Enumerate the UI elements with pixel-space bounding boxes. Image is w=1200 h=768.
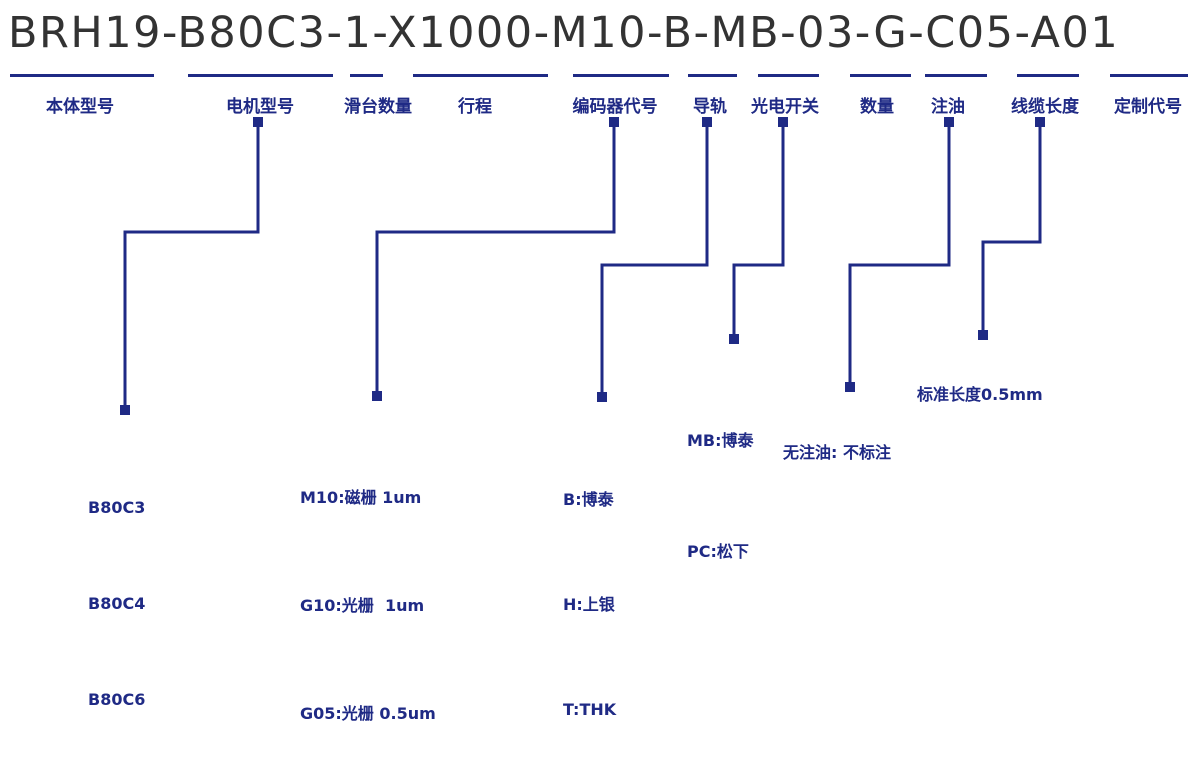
option-text: 标准长度0.5mm [917,385,1043,404]
option-text: H:上银 [563,595,615,614]
encoder-options: M10:磁栅 1um G10:光栅 1um G05:光栅 0.5um [300,408,436,768]
option-text: PC:松下 [687,542,749,561]
option-text: B80C6 [88,690,146,709]
cable-options: 标准长度0.5mm [917,345,1043,425]
option-text: T:THK [563,700,617,719]
connector-end-square [845,382,855,392]
connector-end-square [253,117,263,127]
field-underline [925,74,987,77]
model-code-title: BRH19-B80C3-1-X1000-M10-B-MB-03-G-C05-A0… [8,8,1120,58]
field-label: 数量 [860,97,894,117]
connector-end-square [597,392,607,402]
photo-switch-options: MB:博泰 PC:松下 [687,348,754,607]
field-underline [413,74,548,77]
field-label: 滑台数量 [344,97,412,117]
field-underline [1017,74,1079,77]
field-label: 本体型号 [46,97,114,117]
field-label: 线缆长度 [1011,97,1079,117]
field-underline [688,74,737,77]
field-label: 电机型号 [226,97,294,117]
option-text: 无注油: 不标注 [783,443,891,462]
field-underline [850,74,911,77]
connector-end-square [978,330,988,340]
connector-end-square [120,405,130,415]
connector-line [123,122,260,410]
connector-end-square [729,334,739,344]
connector-end-square [702,117,712,127]
field-label: 行程 [458,97,492,117]
connector-end-square [372,391,382,401]
field-underline [350,74,383,77]
connector-end-square [609,117,619,127]
option-text: B80C3 [88,498,146,517]
connector-line [600,122,709,397]
field-underline [758,74,819,77]
field-underline [10,74,154,77]
field-underline [188,74,333,77]
connector-end-square [778,117,788,127]
connector-end-square [1035,117,1045,127]
field-label: 光电开关 [751,97,819,117]
motor-options: B80C3 B80C4 B80C6 [88,428,145,748]
field-underline [573,74,669,77]
connector-end-square [944,117,954,127]
connector-lines [120,117,1045,415]
connector-line [981,122,1042,335]
option-text: M10:磁栅 1um [300,488,422,507]
option-text: G10:光栅 1um [300,596,425,615]
option-text: G05:光栅 0.5um [300,704,436,723]
connector-line [848,122,951,387]
oil-options: 无注油: 不标注 [783,403,891,483]
field-label: 定制代号 [1114,97,1182,117]
option-text: B:博泰 [563,490,614,509]
rail-options: B:博泰 H:上银 T:THK [563,412,616,762]
field-label: 注油 [931,97,965,117]
connector-line [375,122,616,396]
field-underline [1110,74,1188,77]
connector-line [732,122,785,339]
field-label: 导轨 [693,97,727,117]
option-text: MB:博泰 [687,431,754,450]
option-text: B80C4 [88,594,146,613]
field-label: 编码器代号 [572,97,658,117]
